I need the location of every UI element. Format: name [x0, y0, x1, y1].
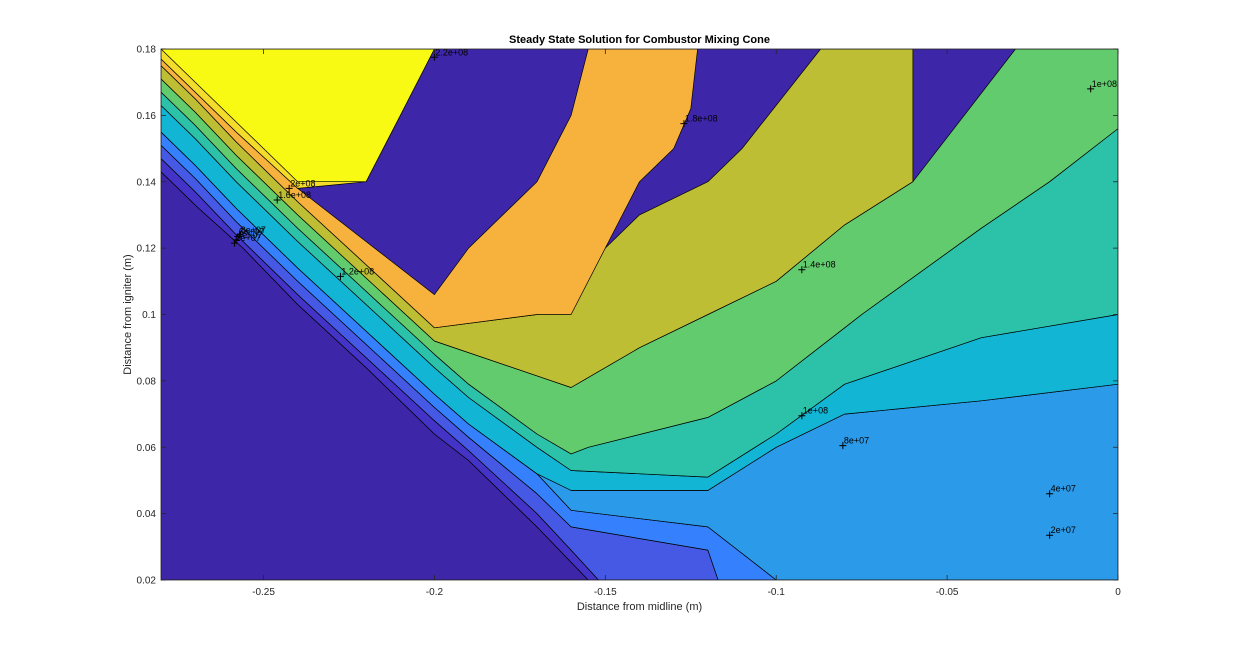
contour-label-marker [1046, 531, 1054, 539]
y-tick-label: 0.1 [142, 310, 156, 321]
contour-label-marker [230, 239, 238, 247]
contour-labels: 2.2e+081.8e+081e+082e+081.6e+088e+076e+0… [230, 47, 1117, 539]
contour-label: 6e+07 [239, 227, 264, 237]
y-tick-label: 0.04 [137, 509, 157, 520]
y-tick-label: 0.02 [137, 576, 157, 587]
contour-band-9 [161, 49, 698, 329]
y-tick-label: 0.18 [137, 45, 157, 56]
contour-label-marker [798, 266, 806, 274]
y-tick-label: 0.12 [137, 244, 157, 255]
y-axis-label: Distance from igniter (m) [122, 254, 134, 374]
contour-label: 1.2e+08 [341, 266, 374, 276]
contour-label-marker [336, 272, 344, 280]
x-tick-label: 0 [1115, 587, 1121, 598]
contour-label: 1e+08 [803, 406, 828, 416]
x-tick-label: -0.05 [936, 587, 959, 598]
chart-title: Steady State Solution for Combustor Mixi… [509, 34, 770, 46]
contour-label-marker [232, 236, 240, 244]
contour-label: 8e+07 [241, 225, 266, 235]
x-axis-label: Distance from midline (m) [577, 601, 702, 613]
contour-label-marker [285, 184, 293, 192]
x-tick-label: -0.1 [768, 587, 786, 598]
contour-label-marker [236, 231, 244, 239]
x-tick-label: -0.2 [426, 587, 444, 598]
contour-label: 1.6e+08 [278, 190, 311, 200]
contour-label-marker [1087, 85, 1095, 93]
contour-bands [161, 49, 1118, 580]
contour-label-marker [430, 53, 438, 61]
contour-label: 4e+07 [1051, 484, 1076, 494]
plot-area: 2.2e+081.8e+081e+082e+081.6e+088e+076e+0… [160, 47, 1119, 581]
contour-label-marker [680, 120, 688, 128]
x-axis: -0.25 -0.2 -0.15 -0.1 -0.05 0 [252, 49, 1121, 598]
contour-label: 2e+08 [290, 178, 315, 188]
contour-label: 1.8e+08 [685, 114, 718, 124]
contour-label: 2.2e+08 [435, 47, 468, 57]
contour-label: 2e+07 [236, 233, 261, 243]
contour-label: 1e+08 [1092, 79, 1117, 89]
contour-label: 8e+07 [844, 436, 869, 446]
contour-label: 4e+07 [237, 230, 262, 240]
contour-label-marker [839, 442, 847, 450]
contour-label-marker [273, 196, 281, 204]
y-tick-label: 0.06 [137, 443, 157, 454]
contour-label-marker [234, 233, 242, 241]
contour-label-marker [798, 412, 806, 420]
y-tick-label: 0.08 [137, 376, 157, 387]
x-tick-label: -0.15 [594, 587, 617, 598]
y-tick-label: 0.16 [137, 111, 157, 122]
contour-band-11 [161, 49, 435, 183]
contour-label-marker [1046, 490, 1054, 498]
contour-label: 2e+07 [1051, 525, 1076, 535]
y-axis: 0.02 0.04 0.06 0.08 0.1 0.12 0.14 0.16 0.18 [137, 45, 1118, 587]
contour-label: 1.4e+08 [803, 260, 836, 270]
y-tick-label: 0.14 [137, 177, 157, 188]
x-tick-label: -0.25 [252, 587, 275, 598]
